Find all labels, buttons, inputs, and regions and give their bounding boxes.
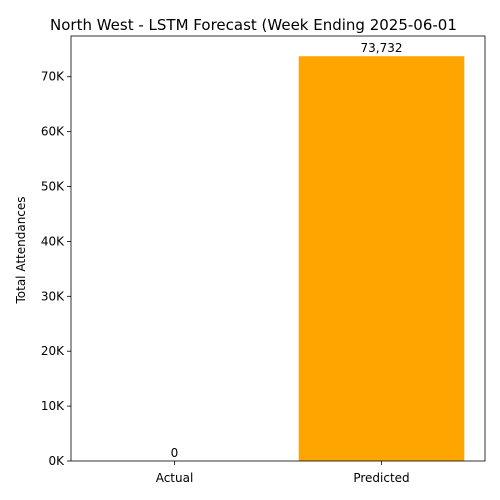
plot-area: 0 Actual 73,732 Predicted 0K 10K 20K 30K 40K 50K 6… — [41, 35, 486, 485]
y-tick-label-2: 20K — [41, 344, 65, 358]
y-tick-label-5: 50K — [41, 180, 65, 194]
x-tick-label-predicted: Predicted — [353, 471, 409, 485]
bar-predicted — [298, 56, 465, 461]
data-label-predicted: 73,732 — [361, 41, 403, 55]
y-tick-label-1: 10K — [41, 399, 65, 413]
y-tick-label-3: 30K — [41, 289, 65, 303]
y-tick-label-4: 40K — [41, 234, 65, 248]
y-tick-label-7: 70K — [41, 70, 65, 84]
y-axis-label: Total Attendances — [14, 196, 28, 304]
data-label-actual: 0 — [171, 446, 179, 460]
y-tick-label-0: 0K — [48, 454, 65, 468]
y-tick-label-6: 60K — [41, 125, 65, 139]
chart-title: North West - LSTM Forecast (Week Ending … — [50, 16, 457, 34]
x-tick-label-actual: Actual — [156, 471, 194, 485]
plot-frame — [70, 35, 486, 462]
